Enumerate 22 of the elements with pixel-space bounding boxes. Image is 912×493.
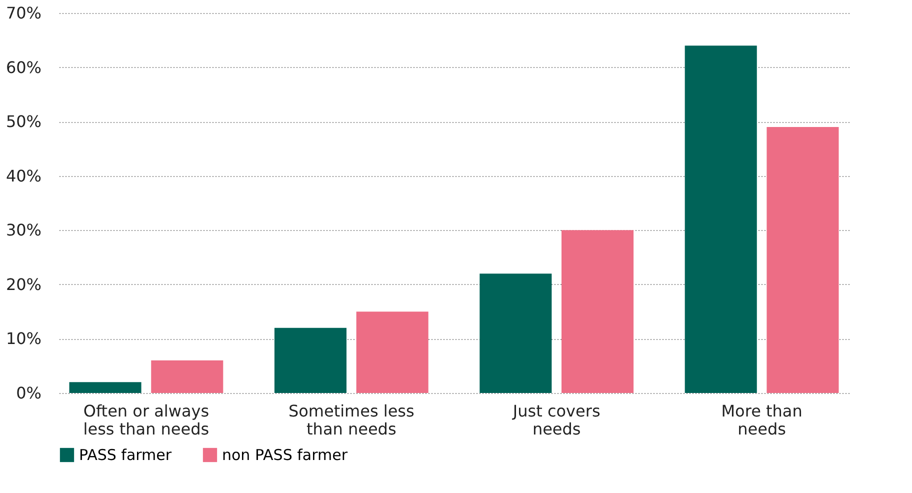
- bar: [766, 127, 839, 393]
- y-tick-label: 70%: [6, 4, 42, 22]
- bar: [684, 46, 757, 393]
- bar: [480, 274, 552, 393]
- x-tick-label: Sometimes less than needs: [288, 402, 414, 438]
- x-tick-label: More than needs: [721, 402, 802, 438]
- bar: [151, 360, 224, 393]
- y-tick-label: 10%: [6, 329, 42, 348]
- x-tick-label: Just covers needs: [512, 402, 600, 438]
- bar: [356, 312, 428, 393]
- y-tick-label: 60%: [6, 58, 42, 77]
- legend-label: PASS farmer: [79, 446, 172, 464]
- bar: [69, 382, 142, 393]
- y-tick-label: 0%: [16, 384, 42, 402]
- y-tick-label: 40%: [6, 166, 42, 186]
- y-tick-label: 50%: [6, 112, 42, 132]
- x-tick-label: Often or always less than needs: [83, 402, 210, 438]
- y-tick-label: 30%: [6, 220, 42, 240]
- bar: [562, 230, 634, 393]
- bar: [274, 328, 346, 393]
- y-tick-label: 20%: [6, 274, 42, 294]
- legend-label: non PASS farmer: [222, 446, 348, 464]
